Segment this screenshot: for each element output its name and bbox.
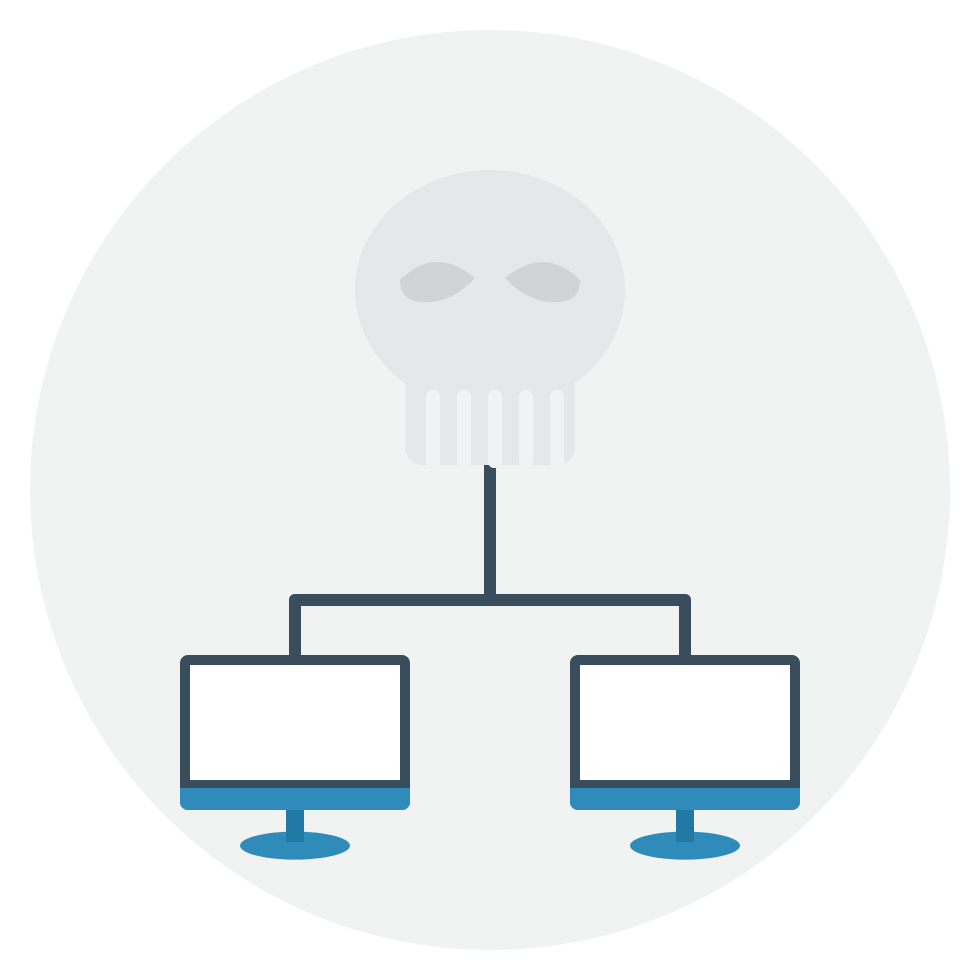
- skull-head: [355, 170, 625, 410]
- malware-network-infographic: [0, 0, 980, 980]
- monitor-bottombar-fill-1: [570, 788, 800, 799]
- skull-tooth-gap-1: [457, 390, 471, 468]
- skull-tooth-gap-4: [550, 390, 564, 468]
- monitor-neck-0: [286, 808, 304, 842]
- monitor-bottombar-fill-0: [180, 788, 410, 799]
- skull-tooth-gap-3: [519, 390, 533, 468]
- skull-tooth-gap-0: [426, 390, 440, 468]
- skull-tooth-gap-2: [488, 390, 502, 468]
- monitor-screen-1: [580, 665, 790, 780]
- diagram-svg: [0, 0, 980, 980]
- monitor-neck-1: [676, 808, 694, 842]
- monitor-screen-0: [190, 665, 400, 780]
